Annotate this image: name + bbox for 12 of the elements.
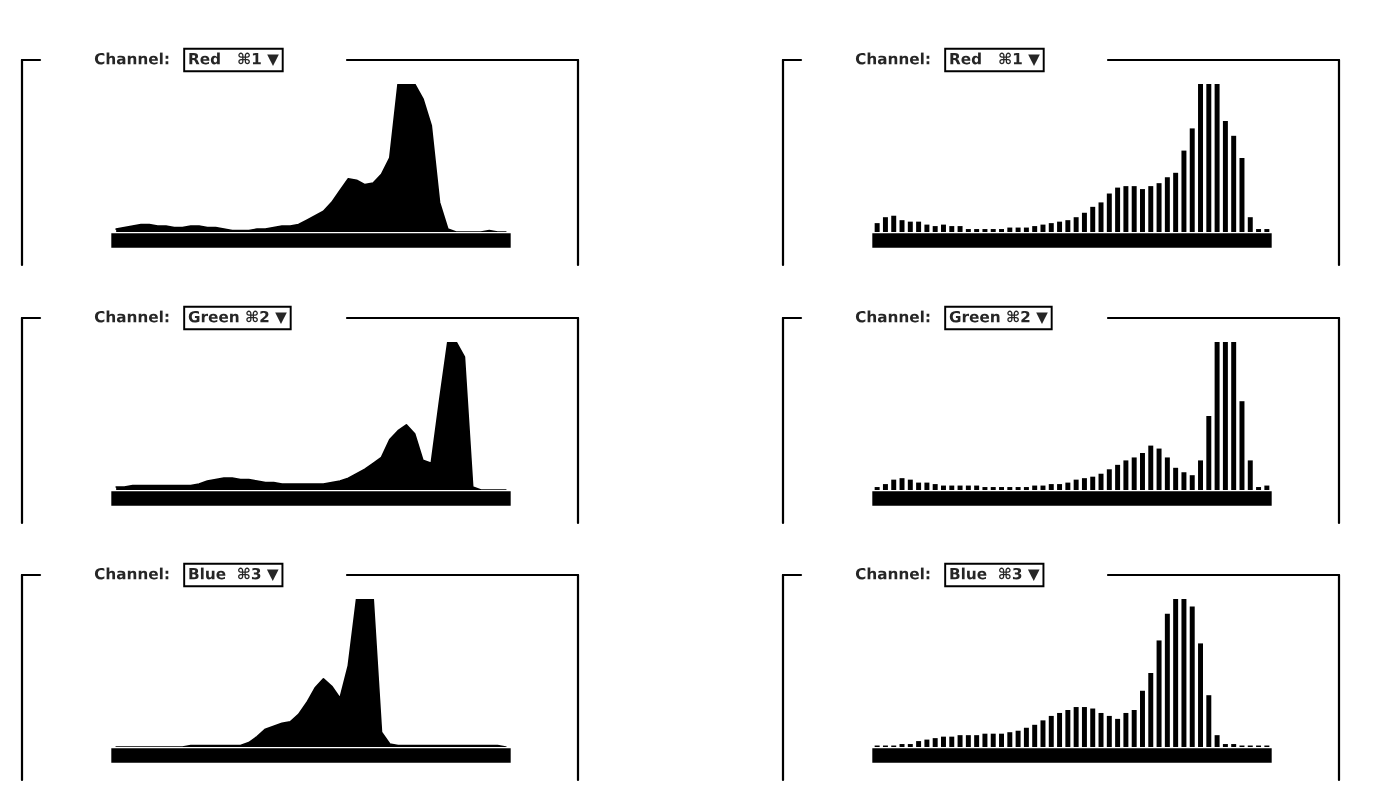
- chart-subtitle: Red ⌘1 ▼: [950, 52, 1040, 67]
- chart-subtitle: Green ⌘2 ▼: [188, 310, 287, 325]
- chart-subtitle: Green ⌘2 ▼: [949, 310, 1048, 325]
- chart-title: Channel:: [94, 52, 169, 65]
- chart-title: Channel:: [94, 310, 169, 323]
- chart-subtitle: Blue ⌘3 ▼: [950, 567, 1040, 582]
- chart-title: Channel:: [94, 567, 169, 580]
- chart-subtitle: Blue ⌘3 ▼: [189, 567, 279, 582]
- chart-title: Channel:: [855, 310, 930, 323]
- chart-title: Channel:: [855, 567, 930, 580]
- chart-subtitle: Red ⌘1 ▼: [189, 52, 279, 67]
- chart-title: Channel:: [855, 52, 930, 65]
